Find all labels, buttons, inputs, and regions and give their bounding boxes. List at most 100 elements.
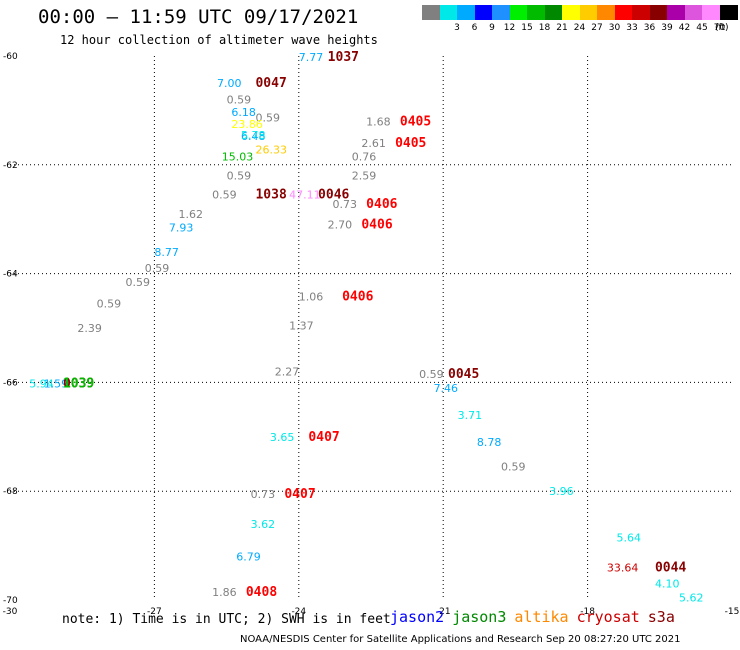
pass-time-label: 1039 xyxy=(63,376,94,391)
legend-swatch xyxy=(597,5,615,20)
wave-height-label: 2.61 xyxy=(361,137,386,150)
legend-swatch xyxy=(439,5,458,20)
lon-tick-label: -18 xyxy=(580,607,595,617)
credit-line: NOAA/NESDIS Center for Satellite Applica… xyxy=(240,634,681,645)
pass-time-label: 0406 xyxy=(361,218,392,233)
legend-label: 21 xyxy=(556,23,568,33)
pass-time-label: 0044 xyxy=(655,560,686,575)
wave-height-label: 5.62 xyxy=(679,591,704,604)
legend-swatch xyxy=(422,5,440,20)
wave-height-label: 3.62 xyxy=(251,518,276,531)
wave-height-label: 0.76 xyxy=(352,151,377,164)
legend-label: 18 xyxy=(538,23,551,33)
pass-time-label: 0405 xyxy=(400,114,431,129)
pass-time-label: 1038 xyxy=(255,188,286,203)
lon-tick-label: -21 xyxy=(436,607,451,617)
wave-height-label: 0.59 xyxy=(145,262,170,275)
wave-height-label: 2.39 xyxy=(77,322,102,335)
lat-tick-label: -70 xyxy=(3,596,18,606)
legend-label: 42 xyxy=(678,23,691,33)
lon-tick-label: -30 xyxy=(3,607,18,617)
legend-swatch xyxy=(457,5,475,20)
legend-swatch xyxy=(579,5,598,20)
wave-height-label: 6.18 xyxy=(231,106,256,119)
wave-height-label: 0.59 xyxy=(227,170,252,183)
wave-height-label: 0.59 xyxy=(97,298,122,311)
wave-height-label: 7.93 xyxy=(169,221,194,234)
legend-swatch xyxy=(702,5,720,20)
pass-time-label: 0046 xyxy=(318,188,349,203)
pass-time-label: 0045 xyxy=(448,367,479,382)
wave-height-label: 7.00 xyxy=(217,77,242,90)
legend-label: 9 xyxy=(489,23,495,33)
lat-tick-label: -66 xyxy=(3,378,18,388)
legend-label: 45 xyxy=(696,23,708,33)
legend-swatch xyxy=(562,5,580,20)
legend-label: 24 xyxy=(573,23,586,33)
satellite-cryosat: cryosat xyxy=(576,608,640,626)
wave-height-label: 1.62 xyxy=(178,208,203,221)
wave-height-label: 0.59 xyxy=(501,461,525,474)
satellite-legend: jason2 jason3 altika cryosat s3a xyxy=(390,608,683,626)
wave-height-label: 0.59 xyxy=(255,111,279,124)
wave-height-label: 3.71 xyxy=(458,409,483,422)
wave-height-label: 3.65 xyxy=(270,431,295,444)
legend-label: 39 xyxy=(661,23,673,33)
wave-height-label: 33.64 xyxy=(607,561,639,574)
wave-height-label: 0.59 xyxy=(419,368,444,381)
legend-label: 6 xyxy=(471,23,478,33)
wave-height-label: 23.86 xyxy=(231,118,263,131)
wave-height-label: 1.06 xyxy=(299,290,324,303)
satellite-jason2: jason2 xyxy=(390,608,445,626)
legend-swatch xyxy=(509,5,528,20)
satellite-s3a: s3a xyxy=(647,608,675,626)
wave-height-label: 5.94 xyxy=(29,377,54,390)
lon-tick-label: -27 xyxy=(147,607,162,617)
legend-swatch xyxy=(667,5,685,20)
wave-height-label: 8.77 xyxy=(154,246,179,259)
pass-time-label: 0406 xyxy=(342,289,373,304)
legend-label: 12 xyxy=(503,23,516,33)
satellite-altika: altika xyxy=(514,608,569,626)
wave-height-label: 15.03 xyxy=(222,151,254,164)
wave-height-label: 7.77 xyxy=(299,51,324,64)
wave-height-label: 5.78 xyxy=(241,129,265,142)
wave-height-label: 0.59 xyxy=(227,94,252,107)
wave-height-label: 47.11 xyxy=(289,189,321,202)
legend-label: 30 xyxy=(608,23,621,33)
lat-tick-label: -64 xyxy=(3,270,18,280)
legend-swatch xyxy=(649,5,668,20)
legend-label: 3 xyxy=(454,23,460,33)
legend-label: 36 xyxy=(643,23,656,33)
legend-label: 15 xyxy=(521,23,533,33)
wave-height-label: 6.79 xyxy=(236,550,261,563)
wave-height-label: 4.10 xyxy=(655,578,680,591)
wave-height-label: 1.68 xyxy=(366,115,391,128)
pass-time-label: 0039 xyxy=(63,376,94,391)
wave-height-label: 3.96 xyxy=(549,485,574,498)
pass-time-label: 0407 xyxy=(308,430,339,445)
legend-swatch xyxy=(492,5,510,20)
wave-height-label: 0.59 xyxy=(212,189,237,202)
wave-height-label: 1.86 xyxy=(212,586,237,599)
legend-swatch xyxy=(544,5,563,20)
wave-height-label: 0.73 xyxy=(332,198,357,211)
legend-label: 70 xyxy=(713,23,726,33)
wave-height-label: 2.59 xyxy=(352,170,377,183)
legend-swatch xyxy=(684,5,703,20)
wave-height-label: 1.59 xyxy=(44,377,68,390)
legend-label: 33 xyxy=(626,23,638,33)
legend-swatch xyxy=(474,5,493,20)
pass-time-label: 0408 xyxy=(246,585,277,600)
lat-tick-label: -68 xyxy=(3,487,18,497)
pass-time-label: 0405 xyxy=(395,136,426,151)
satellite-jason3: jason3 xyxy=(452,608,507,626)
map-title: 00:00 — 11:59 UTC 09/17/2021 xyxy=(38,6,359,28)
pass-time-label: 0407 xyxy=(284,487,315,502)
lat-tick-label: -62 xyxy=(3,161,18,171)
wave-height-label: 0.59 xyxy=(126,276,150,289)
legend-swatch xyxy=(614,5,633,20)
wave-height-label: 2.70 xyxy=(328,219,353,232)
